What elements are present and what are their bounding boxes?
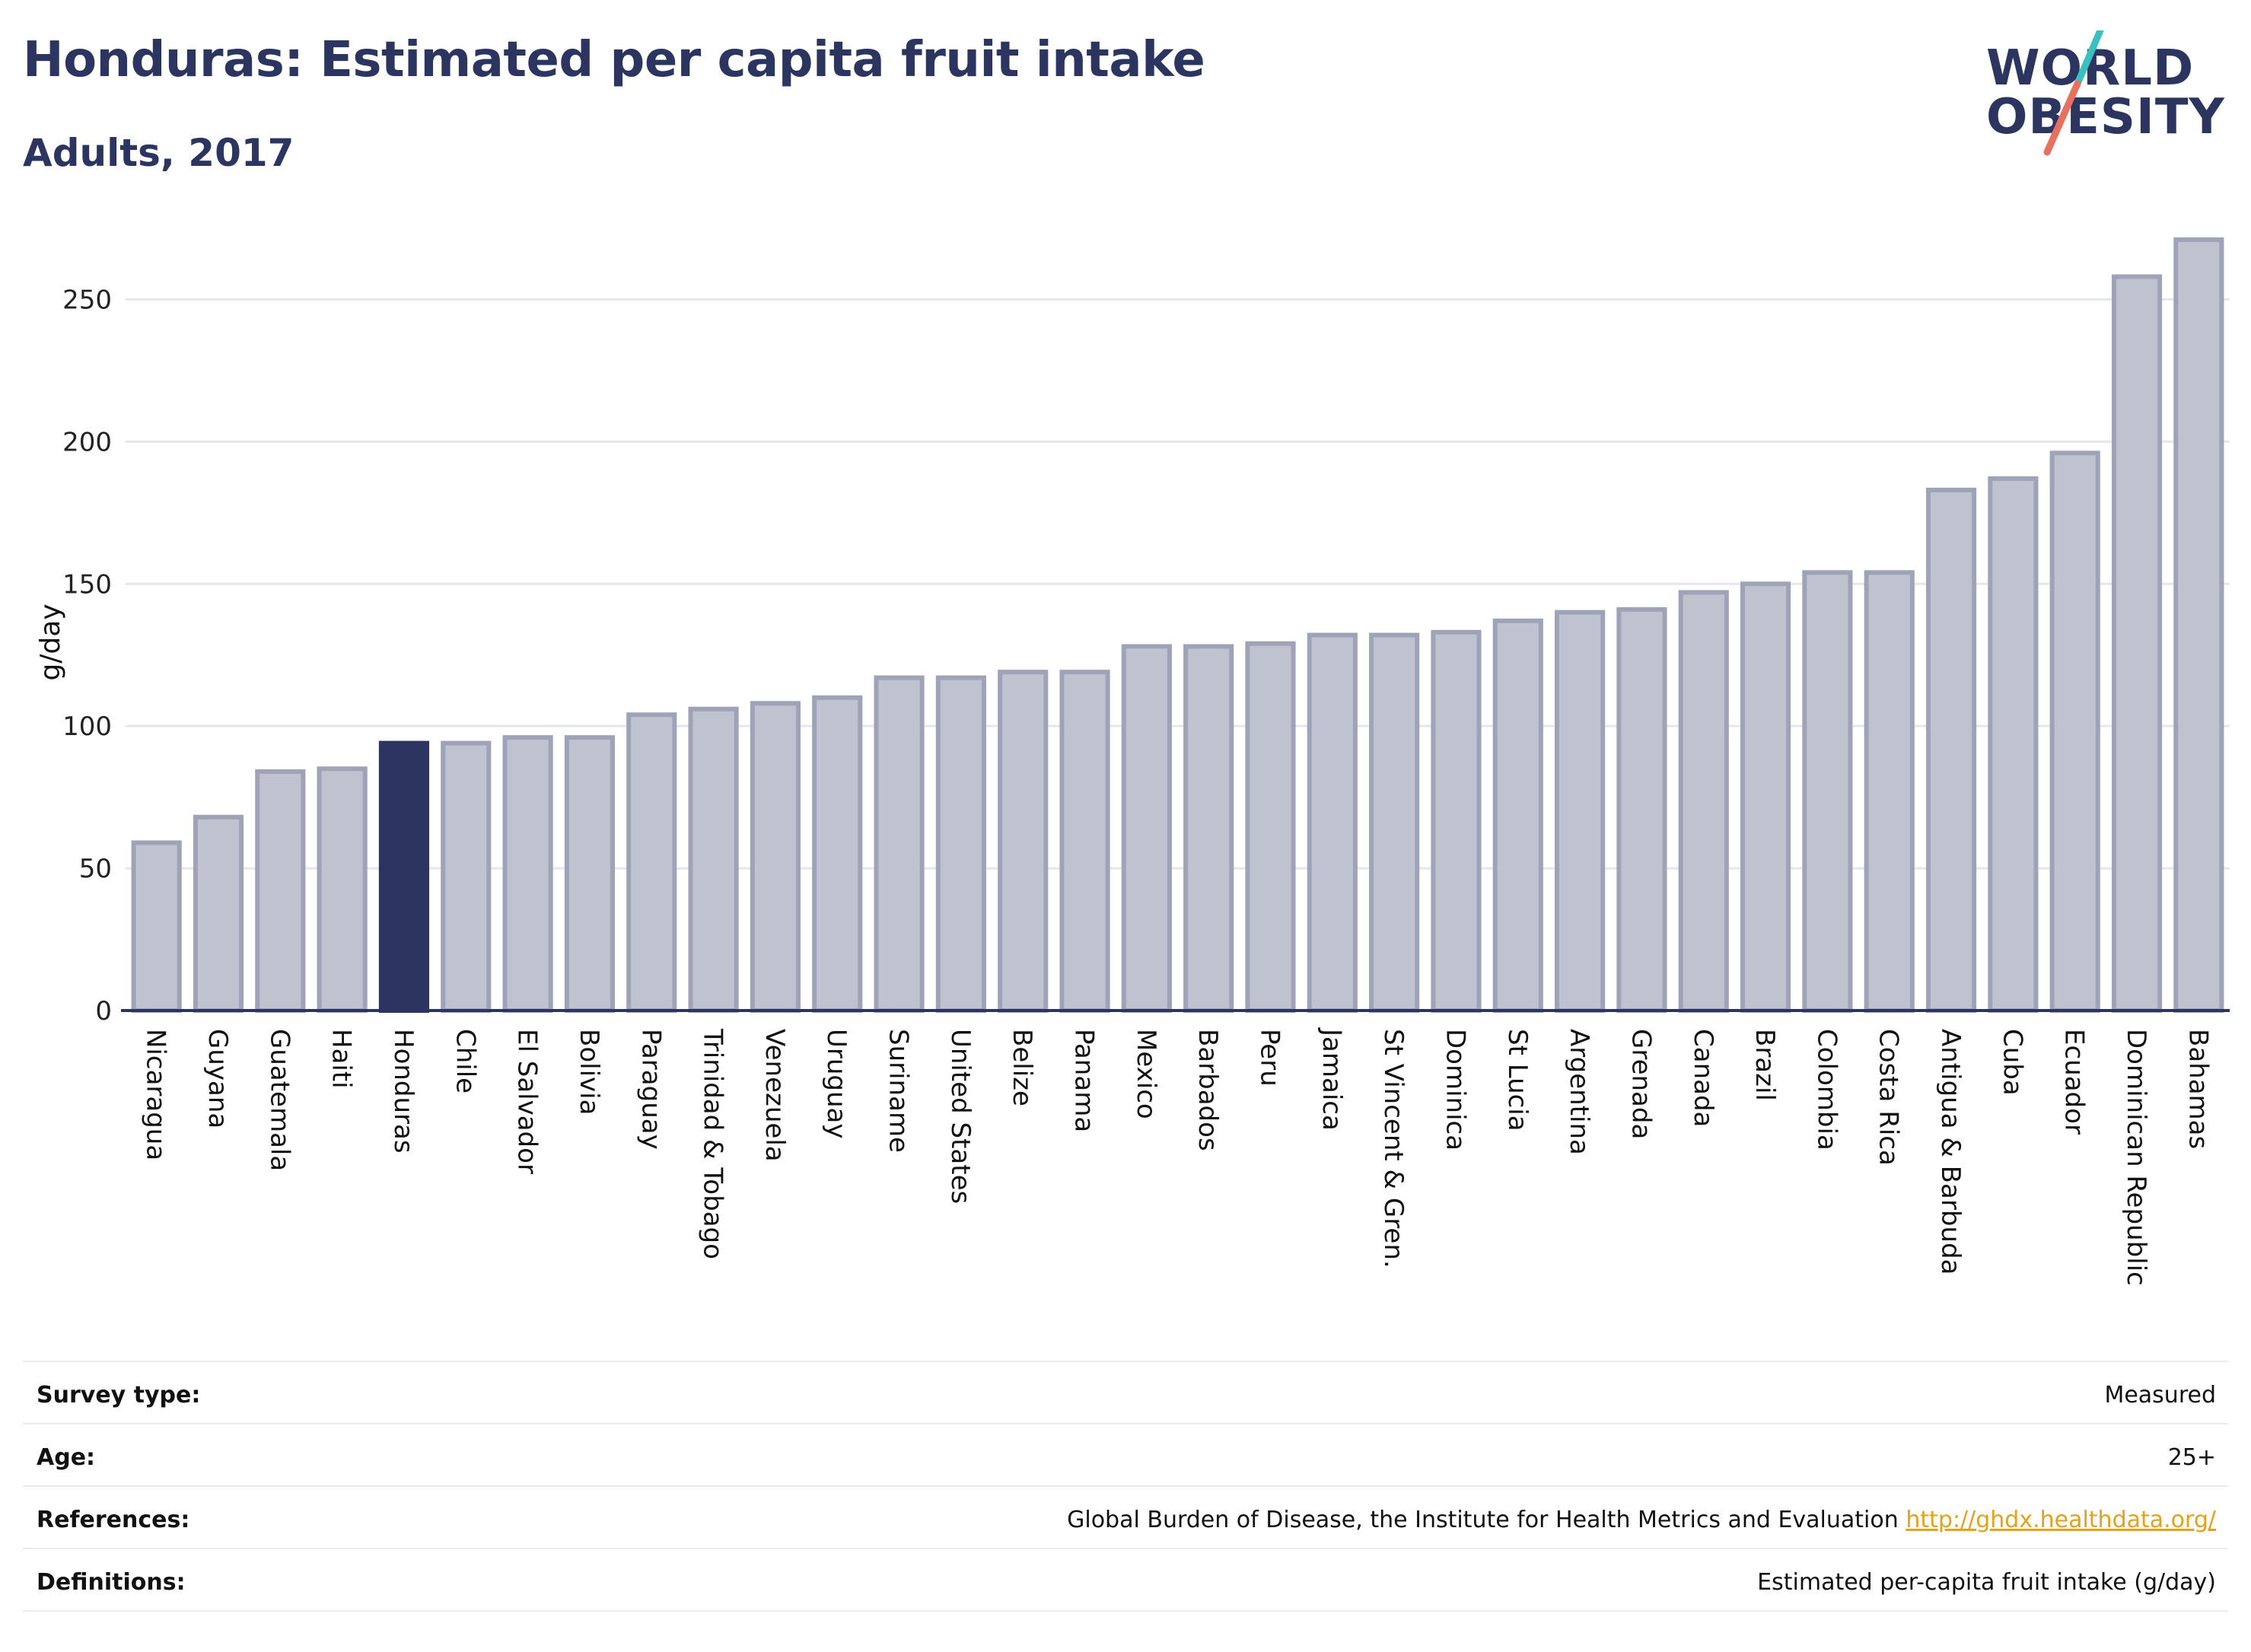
x-tick-label: Peru	[1254, 1029, 1285, 1087]
x-tick-label: Bolivia	[574, 1029, 604, 1115]
x-tick-label: St Lucia	[1502, 1029, 1533, 1132]
bar-uruguay	[812, 695, 863, 1013]
x-tick-label: Bahamas	[2183, 1029, 2213, 1149]
meta-value: 25+	[2167, 1444, 2216, 1471]
x-tick-label: Argentina	[1564, 1029, 1594, 1155]
x-tick-label: Venezuela	[759, 1029, 790, 1162]
bar-belize	[998, 670, 1049, 1013]
bar-colombia	[1802, 570, 1853, 1013]
x-tick-label: Panama	[1069, 1029, 1100, 1132]
bar-guyana	[193, 814, 244, 1014]
bar-dominican-republic	[2111, 274, 2163, 1014]
x-tick-label: Cuba	[1997, 1029, 2027, 1096]
meta-key: Age:	[37, 1444, 96, 1471]
x-tick-label: Haiti	[326, 1029, 357, 1089]
meta-key: Survey type:	[37, 1382, 201, 1408]
x-tick-label: Chile	[450, 1029, 480, 1093]
meta-row-age: Age: 25+	[23, 1423, 2228, 1487]
bar-barbados	[1183, 644, 1234, 1014]
x-tick-label: Guatemala	[264, 1029, 295, 1171]
bar-guatemala	[255, 769, 306, 1013]
meta-value: Global Burden of Disease, the Institute …	[1067, 1507, 2216, 1533]
logo-slash-teal	[2074, 30, 2104, 88]
bar-dominica	[1431, 629, 1482, 1014]
x-tick-label: Mexico	[1131, 1029, 1161, 1119]
meta-row-definitions: Definitions: Estimated per-capita fruit …	[23, 1548, 2228, 1612]
bar-bahamas	[2173, 237, 2224, 1014]
meta-row-survey-type: Survey type: Measured	[23, 1361, 2228, 1424]
chart-subtitle: Adults, 2017	[23, 131, 295, 175]
bar-chile	[441, 740, 492, 1013]
bar-honduras	[378, 740, 430, 1013]
bar-canada	[1678, 590, 1729, 1014]
x-tick-label: Dominica	[1440, 1029, 1470, 1151]
x-tick-label: Honduras	[388, 1029, 419, 1154]
bar-venezuela	[750, 701, 801, 1013]
y-tick-label: 0	[95, 996, 112, 1027]
y-tick-label: 200	[62, 427, 112, 457]
x-tick-label: Ecuador	[2059, 1029, 2090, 1135]
logo-slash-coral	[2043, 80, 2081, 156]
meta-key: Definitions:	[37, 1569, 186, 1596]
bar-ecuador	[2049, 450, 2100, 1014]
y-tick-label: 50	[79, 854, 112, 884]
meta-key: References:	[37, 1507, 190, 1533]
x-tick-label: Belize	[1007, 1029, 1037, 1106]
bar-cuba	[1988, 476, 2039, 1013]
x-tick-label: Uruguay	[821, 1029, 852, 1139]
meta-row-references: References: Global Burden of Disease, th…	[23, 1485, 2228, 1549]
x-tick-label: Antigua & Barbuda	[1935, 1029, 1966, 1275]
y-tick-label: 150	[62, 569, 112, 600]
logo-text-obesity: OBESITY	[1986, 89, 2225, 145]
bar-jamaica	[1307, 632, 1358, 1013]
x-tick-label: Colombia	[1811, 1029, 1842, 1151]
x-tick-label: Dominican Republic	[2121, 1029, 2151, 1286]
meta-bottom-divider	[23, 1610, 2228, 1612]
bar-suriname	[874, 675, 925, 1014]
x-tick-label: Paraguay	[635, 1029, 666, 1150]
x-tick-label: Brazil	[1750, 1029, 1780, 1101]
bar-el-salvador	[502, 735, 553, 1013]
x-tick-label: Canada	[1688, 1029, 1718, 1127]
bar-grenada	[1616, 606, 1667, 1013]
x-tick-label: Grenada	[1625, 1029, 1656, 1139]
bar-chart: 0 50 100 150 200 250 g/day Nicaragua Guyana Guate…	[35, 237, 2230, 1286]
x-tick-label: Nicaragua	[141, 1029, 171, 1160]
chart-title: Honduras: Estimated per capita fruit int…	[23, 32, 1205, 88]
world-obesity-logo[interactable]: WORLD OBESITY	[1986, 30, 2230, 167]
bar-haiti	[317, 766, 368, 1013]
bar-nicaragua	[131, 840, 182, 1013]
bar-trinidad-tobago	[688, 706, 739, 1014]
y-axis-label: g/day	[35, 603, 66, 680]
x-tick-label: El Salvador	[512, 1029, 543, 1174]
reference-link[interactable]: http://ghdx.healthdata.org/	[1906, 1507, 2216, 1533]
meta-value: Estimated per-capita fruit intake (g/day…	[1757, 1569, 2216, 1596]
x-tick-label: Jamaica	[1317, 1027, 1347, 1131]
meta-value: Measured	[2104, 1382, 2216, 1408]
x-tick-label: Barbados	[1192, 1029, 1223, 1151]
x-tick-label: United States	[945, 1029, 976, 1204]
bar-mexico	[1121, 644, 1172, 1014]
logo-slash-icon	[2043, 30, 2104, 156]
bar-st-lucia	[1492, 618, 1543, 1013]
bar-bolivia	[564, 735, 616, 1013]
bar-paraguay	[626, 712, 677, 1013]
bar-panama	[1059, 670, 1110, 1013]
x-tick-label: Suriname	[884, 1029, 914, 1153]
bar-st-vincent-gren-	[1369, 632, 1420, 1013]
bar-united-states	[935, 675, 986, 1014]
x-tick-label: Trinidad & Tobago	[698, 1028, 728, 1259]
x-tick-label: St Vincent & Gren.	[1378, 1029, 1409, 1268]
bar-antigua-barbuda	[1925, 487, 1977, 1013]
y-tick-label: 250	[62, 285, 112, 315]
reference-text: Global Burden of Disease, the Institute …	[1067, 1507, 1899, 1533]
y-tick-label: 100	[62, 711, 112, 742]
x-tick-label: Guyana	[202, 1029, 233, 1128]
x-tick-label: Costa Rica	[1874, 1029, 1904, 1166]
bar-costa-rica	[1864, 570, 1915, 1013]
bar-argentina	[1555, 610, 1606, 1013]
bar-peru	[1245, 641, 1296, 1013]
bar-brazil	[1740, 581, 1791, 1014]
